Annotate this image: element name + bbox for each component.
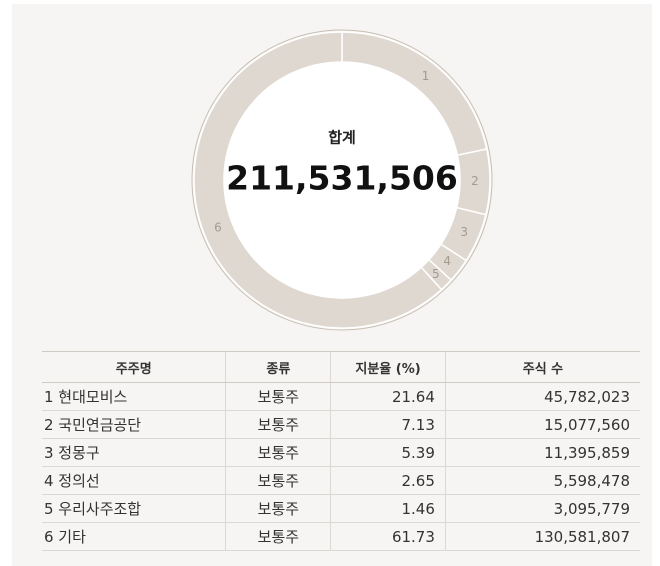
table-cell: 45,782,023: [444, 382, 640, 411]
center-title: 합계: [328, 129, 356, 147]
segment-label: 3: [460, 225, 468, 239]
table-cell: 보통주: [225, 494, 331, 523]
table-row: 1 현대모비스 보통주 21.64 45,782,023: [42, 382, 640, 411]
table-cell: 6 기타: [42, 522, 226, 551]
table-cell: 130,581,807: [444, 522, 640, 551]
table-cell: 1.46: [330, 494, 446, 523]
table-cell: 15,077,560: [444, 410, 640, 439]
segment-label: 5: [432, 267, 440, 281]
table-cell: 11,395,859: [444, 438, 640, 467]
segment-label: 2: [471, 174, 479, 188]
table-row: 4 정의선 보통주 2.65 5,598,478: [42, 466, 640, 495]
table-row: 5 우리사주조합 보통주 1.46 3,095,779: [42, 494, 640, 523]
table-cell: 5,598,478: [444, 466, 640, 495]
table-cell: 61.73: [330, 522, 446, 551]
table-row: 2 국민연금공단 보통주 7.13 15,077,560: [42, 410, 640, 439]
table-cell: 보통주: [225, 466, 331, 495]
column-header: 주식 수: [444, 351, 640, 383]
segment-label: 6: [214, 220, 222, 234]
center-value: 211,531,506: [226, 159, 458, 198]
table-body: 1 현대모비스 보통주 21.64 45,782,023 2 국민연금공단 보통주 7.13…: [42, 382, 640, 551]
segment-label: 4: [443, 254, 451, 268]
column-header: 주주명: [42, 351, 226, 383]
table-cell: 2 국민연금공단: [42, 410, 226, 439]
table-cell: 2.65: [330, 466, 446, 495]
table-cell: 보통주: [225, 382, 331, 411]
column-header: 지분율 (%): [330, 351, 446, 383]
table-cell: 1 현대모비스: [42, 382, 226, 411]
donut-hole: [224, 62, 460, 298]
table-cell: 5 우리사주조합: [42, 494, 226, 523]
table-row: 6 기타 보통주 61.73 130,581,807: [42, 522, 640, 551]
table-cell: 7.13: [330, 410, 446, 439]
table-cell: 보통주: [225, 410, 331, 439]
table-cell: 보통주: [225, 522, 331, 551]
table-cell: 3 정몽구: [42, 438, 226, 467]
outer-ring: [191, 29, 493, 331]
header-row: 주주명 종류 지분율 (%) 주식 수: [42, 351, 640, 383]
table-cell: 4 정의선: [42, 466, 226, 495]
table-row: 3 정몽구 보통주 5.39 11,395,859: [42, 438, 640, 467]
table-cell: 21.64: [330, 382, 446, 411]
table-cell: 3,095,779: [444, 494, 640, 523]
table-cell: 5.39: [330, 438, 446, 467]
chart: 1 2 3 45 6 합계 211,531,506: [191, 29, 493, 331]
table-cell: 보통주: [225, 438, 331, 467]
shareholder-table: 주주명 종류 지분율 (%) 주식 수 1 현대모비스 보통주 21.64 45,782,0…: [42, 351, 640, 551]
segment-label: 1: [422, 69, 430, 83]
column-header: 종류: [225, 351, 331, 383]
